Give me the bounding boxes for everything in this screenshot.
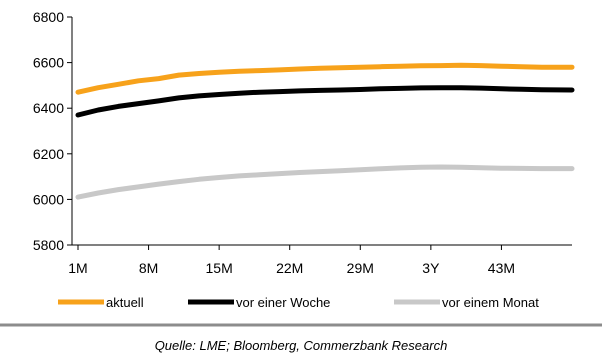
chart-legend: aktuell vor einer Woche vor einem Monat [58,295,539,310]
legend-label: vor einer Woche [236,295,330,310]
x-tick-label: 43M [488,260,515,276]
y-tick-label: 6400 [33,100,64,116]
y-axis-ticks: 5800 6000 6200 6400 6600 6800 [33,9,72,253]
chart-axes [71,17,572,246]
x-tick-label: 1M [68,260,87,276]
x-tick-label: 22M [276,260,303,276]
legend-label: vor einem Monat [442,295,539,310]
chart-series [75,62,575,200]
y-tick-label: 6200 [33,146,64,162]
legend-label: aktuell [106,295,144,310]
x-tick-label: 3Y [422,260,440,276]
series-line-3 [75,164,575,200]
y-tick-label: 6000 [33,191,64,207]
x-tick-label: 15M [206,260,233,276]
series-line-2 [75,85,575,118]
x-tick-label: 29M [347,260,374,276]
series-line-1 [75,62,575,95]
y-tick-label: 6800 [33,9,64,25]
y-tick-label: 6600 [33,55,64,71]
x-axis-ticks: 1M 8M 15M 22M 29M 3Y 43M [68,245,515,276]
x-tick-label: 8M [139,260,158,276]
y-tick-label: 5800 [33,237,64,253]
source-note: Quelle: LME; Bloomberg, Commerzbank Rese… [154,338,448,353]
